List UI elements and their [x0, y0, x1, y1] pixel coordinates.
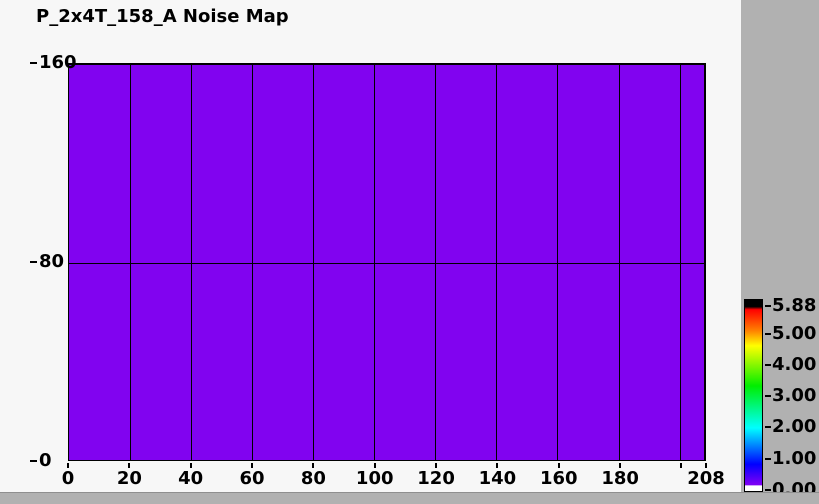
x-tick-label: 0 [61, 468, 75, 489]
x-tick [435, 463, 438, 468]
colorbar-tick-label: 2.00 [772, 416, 817, 438]
x-tick-label: 60 [239, 468, 265, 489]
x-tick [67, 463, 69, 468]
bottom-strip [0, 492, 819, 504]
y-tick-dash [30, 261, 37, 263]
x-tick-label: 208 [687, 468, 725, 489]
x-tick [251, 463, 254, 468]
x-tick-label: 80 [300, 468, 326, 489]
x-tick [128, 463, 131, 468]
colorbar-tick-dash [765, 395, 771, 398]
x-axis-labels: 0 20 40 60 80 100 120 140 160 180 208 [62, 468, 725, 490]
colorbar-tick-row: 3.00 [765, 387, 816, 405]
colorbar-tick-dash [765, 489, 771, 491]
x-tick-label: 20 [116, 468, 142, 489]
x-tick [373, 463, 376, 468]
y-tick-label: 160 [39, 52, 77, 73]
x-axis-ticks [67, 462, 707, 468]
x-tick-label: 120 [417, 468, 455, 489]
x-tick-label: 180 [601, 468, 639, 489]
colorbar-tick-dash [765, 426, 771, 429]
y-gridline [69, 262, 704, 264]
y-tick-dash [30, 460, 37, 462]
y-tick-dash [30, 62, 37, 64]
x-tick [496, 463, 499, 468]
colorbar-tick-dash [765, 363, 771, 366]
x-tick-label: 140 [478, 468, 517, 489]
colorbar-tick-row: 5.00 [765, 322, 817, 344]
x-tick-label: 100 [355, 468, 394, 489]
x-tick [705, 463, 707, 468]
y-tick-label-row: 160 [30, 54, 77, 72]
colorbar-tick-label: 5.00 [772, 322, 817, 344]
colorbar-tick-label: 5.88 [772, 295, 817, 316]
colorbar-tick-row: 5.88 [765, 297, 816, 315]
y-tick-label: 80 [39, 251, 65, 272]
x-tick-label: 160 [539, 468, 578, 489]
x-tick [680, 463, 683, 468]
colorbar-tick-dash [765, 457, 771, 460]
colorbar-tick-dash [765, 305, 771, 307]
colorbar-tick-label: 4.00 [772, 353, 817, 375]
y-tick-label-row: 80 [30, 253, 64, 271]
colorbar-tick-dash [765, 332, 771, 335]
chart-title: P_2x4T_158_A Noise Map [36, 6, 289, 27]
y-tick-label: 0 [39, 450, 52, 471]
x-tick [189, 463, 192, 468]
colorbar-tick-row: 2.00 [765, 418, 816, 436]
colorbar-panel: 5.88 5.00 4.00 3.00 2.00 1.00 0.00 [741, 0, 819, 504]
x-tick [557, 463, 560, 468]
x-tick-label: 40 [178, 468, 204, 489]
x-tick [619, 463, 622, 468]
x-tick [312, 463, 315, 468]
colorbar-tick-row: 4.00 [765, 353, 817, 375]
plot-area [68, 63, 706, 461]
colorbar-tick-label: 1.00 [772, 447, 817, 469]
colorbar-gradient [744, 299, 763, 492]
colorbar-tick-label: 3.00 [772, 385, 817, 407]
colorbar-tick-row: 1.00 [765, 447, 817, 469]
y-tick-label-row: 0 [30, 452, 52, 470]
